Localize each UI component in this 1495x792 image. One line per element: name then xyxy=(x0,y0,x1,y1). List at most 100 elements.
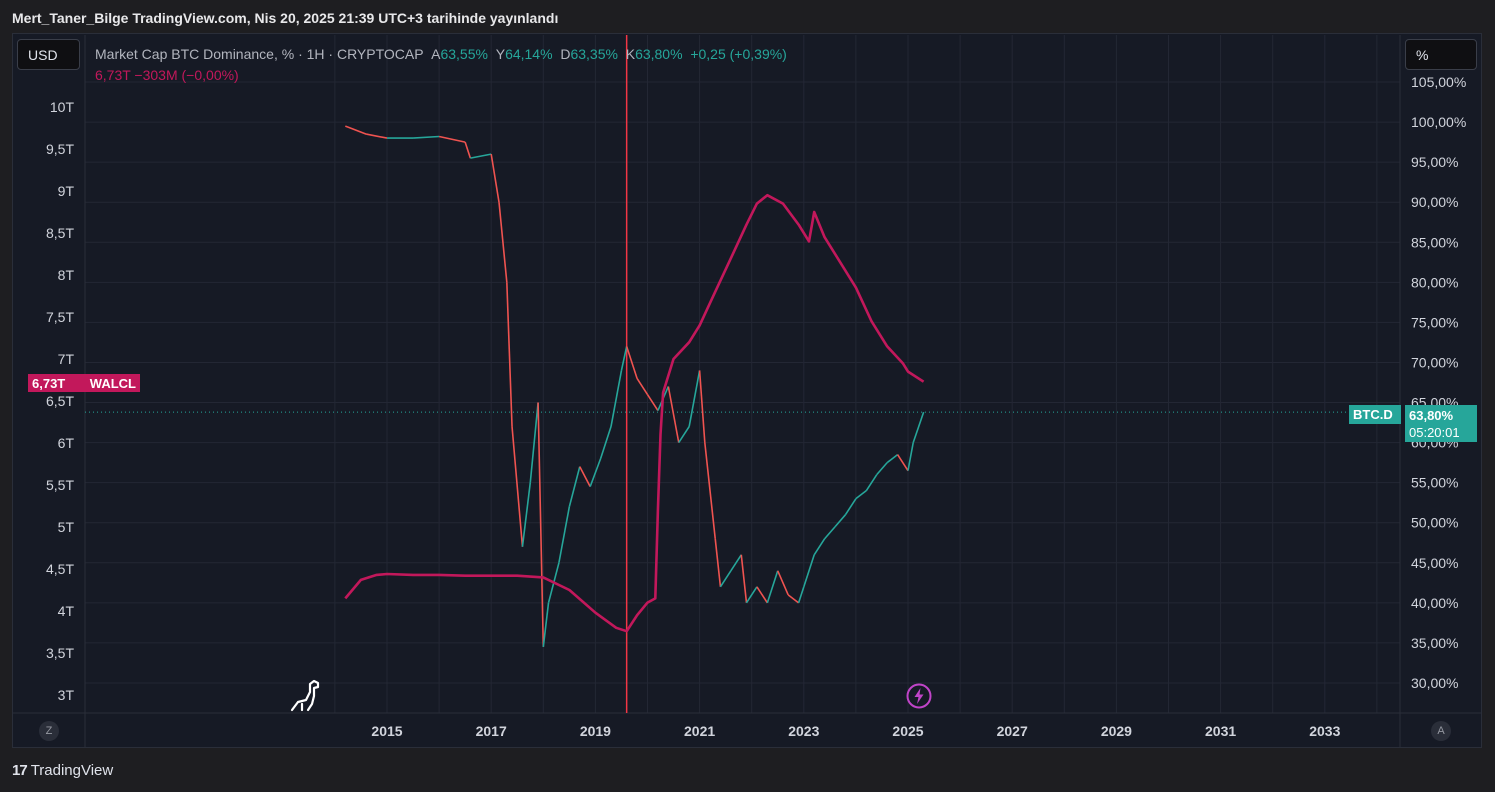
btcd-segment xyxy=(834,514,847,528)
btcd-segment xyxy=(537,402,545,647)
btcd-segment xyxy=(813,538,826,556)
right-axis-tick-label: 50,00% xyxy=(1411,515,1458,531)
btcd-segment xyxy=(529,402,539,483)
btcd-segment xyxy=(521,482,532,547)
left-axis-tick-label: 7T xyxy=(58,351,75,367)
zoom-button[interactable]: Z xyxy=(39,721,59,741)
btcd-segment xyxy=(907,442,914,471)
left-axis-tick-label: 10T xyxy=(50,99,75,115)
right-axis-tick-label: 100,00% xyxy=(1411,114,1466,130)
tradingview-mark-icon: 17 xyxy=(12,762,28,779)
walcl-price-tag: 6,73T WALCL xyxy=(28,374,140,392)
btcd-segment xyxy=(698,370,706,443)
btcd-segment xyxy=(589,458,602,487)
btcd-segment xyxy=(558,506,571,563)
btcd-segment xyxy=(719,570,732,588)
btcd-segment xyxy=(464,141,472,159)
left-axis-tick-label: 8T xyxy=(58,267,75,283)
dinosaur-icon[interactable] xyxy=(288,678,324,712)
publication-header: Mert_Taner_Bilge TradingView.com, Nis 20… xyxy=(12,10,559,26)
btcd-segment xyxy=(797,586,805,604)
btcd-segment xyxy=(855,490,867,500)
btcd-segment xyxy=(511,426,524,547)
lightning-icon[interactable] xyxy=(906,683,932,709)
btcd-segment xyxy=(912,411,925,443)
left-axis-tick-label: 5,5T xyxy=(46,477,74,493)
btcd-segment xyxy=(470,153,492,159)
walcl-series-line xyxy=(344,193,925,633)
left-axis-tick-label: 3T xyxy=(58,687,75,703)
x-axis-tick-label: 2025 xyxy=(892,723,923,739)
btcd-segment xyxy=(787,594,800,604)
btcd-segment xyxy=(579,466,591,488)
left-axis-tick-label: 3,5T xyxy=(46,645,74,661)
btcd-segment xyxy=(865,474,878,492)
btcd-segment xyxy=(678,426,690,444)
btcd-segment xyxy=(896,454,909,472)
btcd-segment xyxy=(490,153,500,203)
walcl-tag-name: WALCL xyxy=(89,375,136,391)
legend-low-value: 63,35% xyxy=(570,46,618,62)
scale-mode-button[interactable]: % xyxy=(1405,39,1477,70)
left-axis-tick-label: 6,5T xyxy=(46,393,74,409)
x-axis-tick-label: 2023 xyxy=(788,723,819,739)
btcd-segment xyxy=(756,586,769,604)
btcd-segment xyxy=(438,135,466,143)
btcd-segment xyxy=(646,394,659,411)
right-axis-tick-label: 45,00% xyxy=(1411,555,1458,571)
legend-high-label: Y xyxy=(495,46,506,62)
x-axis-tick-label: 2031 xyxy=(1205,723,1236,739)
legend-low-label: D xyxy=(560,46,571,62)
legend-symbol[interactable]: Market Cap BTC Dominance, % · 1H · CRYPT… xyxy=(95,46,424,62)
legend-walcl[interactable]: 6,73T −303M (−0,00%) xyxy=(95,67,239,83)
left-axis-tick-label: 7,5T xyxy=(46,309,74,325)
btcd-segment xyxy=(745,586,758,604)
currency-button[interactable]: USD xyxy=(17,39,80,70)
btcd-tag-timer: 05:20:01 xyxy=(1409,424,1460,440)
btcd-segment xyxy=(886,453,899,464)
legend-change: +0,25 (+0,39%) xyxy=(690,46,787,62)
right-axis-tick-label: 75,00% xyxy=(1411,314,1458,330)
right-axis-tick-label: 55,00% xyxy=(1411,475,1458,491)
btcd-segment xyxy=(625,346,638,379)
left-axis-tick-label: 5T xyxy=(58,519,75,535)
left-axis-tick-label: 8,5T xyxy=(46,225,74,241)
right-axis-tick-label: 85,00% xyxy=(1411,234,1458,250)
btcd-segment xyxy=(610,370,623,427)
btcd-segment xyxy=(345,125,367,135)
btcd-segment xyxy=(506,282,513,427)
legend-close-label: K xyxy=(625,46,636,62)
btcd-segment xyxy=(766,570,779,604)
legend-main: Market Cap BTC Dominance, % · 1H · CRYPT… xyxy=(95,46,787,62)
btcd-tag-value: 63,80% xyxy=(1409,407,1454,423)
auto-scale-button[interactable]: A xyxy=(1431,721,1451,741)
x-axis-tick-label: 2027 xyxy=(997,723,1028,739)
tradingview-logo[interactable]: 17 TradingView xyxy=(12,762,113,779)
right-axis-tick-label: 70,00% xyxy=(1411,354,1458,370)
left-axis-tick-label: 6T xyxy=(58,435,75,451)
x-axis-tick-label: 2021 xyxy=(684,723,715,739)
right-axis-tick-label: 30,00% xyxy=(1411,675,1458,691)
chart-frame xyxy=(12,33,1482,748)
x-axis-tick-label: 2015 xyxy=(371,723,402,739)
btcd-segment xyxy=(688,370,701,427)
btcd-segment xyxy=(542,602,550,648)
btcd-segment xyxy=(803,554,815,588)
legend-open-label: A xyxy=(431,46,441,62)
left-axis-tick-label: 4,5T xyxy=(46,561,74,577)
tradingview-brand: TradingView xyxy=(30,762,114,779)
x-axis-tick-label: 2029 xyxy=(1101,723,1132,739)
btcd-segment xyxy=(413,135,440,139)
btcd-segment xyxy=(777,570,789,596)
left-axis-tick-label: 9,5T xyxy=(46,141,74,157)
btcd-segment xyxy=(740,554,748,603)
btcd-segment xyxy=(636,378,649,395)
x-axis-tick-label: 2033 xyxy=(1309,723,1340,739)
btcd-segment xyxy=(568,466,581,507)
right-axis-tick-label: 35,00% xyxy=(1411,635,1458,651)
walcl-tag-value: 6,73T xyxy=(32,375,66,391)
btcd-segment xyxy=(844,498,857,516)
legend-close-value: 63,80% xyxy=(635,46,683,62)
right-axis-tick-label: 105,00% xyxy=(1411,74,1466,90)
